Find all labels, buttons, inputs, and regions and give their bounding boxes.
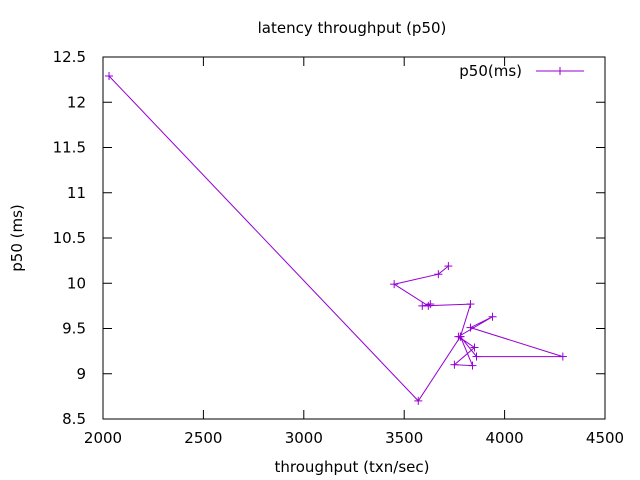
legend-line-sample — [536, 67, 584, 75]
y-tick-label: 11 — [67, 184, 86, 202]
x-axis: 2000 2500 3000 3500 4000 4500 — [84, 57, 624, 447]
y-tick-label: 12 — [67, 93, 86, 111]
y-tick-label: 9.5 — [62, 320, 86, 338]
data-point — [472, 352, 481, 361]
plot-border — [102, 56, 606, 420]
x-tick-label: 2000 — [84, 429, 122, 447]
y-tick-label: 10 — [67, 274, 86, 292]
series-line — [108, 75, 563, 402]
x-tick-label: 2500 — [184, 429, 222, 447]
x-tick-label: 3000 — [285, 429, 323, 447]
x-tick-label: 3500 — [385, 429, 423, 447]
x-axis-label: throughput (txn/sec) — [275, 458, 430, 476]
data-point — [434, 270, 443, 279]
data-point — [424, 301, 433, 310]
data-point — [444, 262, 453, 271]
y-axis-label: p50 (ms) — [8, 204, 26, 272]
data-point — [390, 280, 399, 289]
data-point — [466, 300, 475, 309]
data-point — [426, 300, 435, 309]
data-point — [414, 396, 423, 405]
y-tick-label: 10.5 — [53, 229, 86, 247]
data-point — [488, 312, 497, 321]
data-point — [468, 361, 477, 370]
data-point — [456, 332, 465, 341]
series-layer — [105, 72, 567, 405]
data-point — [558, 352, 567, 361]
data-point — [450, 360, 459, 369]
y-tick-label: 12.5 — [53, 48, 86, 66]
data-point — [105, 72, 114, 81]
y-tick-label: 8.5 — [62, 410, 86, 428]
x-tick-label: 4500 — [586, 429, 624, 447]
chart-title: latency throughput (p50) — [258, 19, 447, 37]
data-point — [466, 323, 475, 332]
legend-label: p50(ms) — [459, 62, 522, 80]
y-tick-label: 9 — [76, 365, 86, 383]
legend: p50(ms) — [459, 62, 584, 80]
data-point — [470, 343, 479, 352]
y-tick-label: 11.5 — [53, 139, 86, 157]
plot-frame — [102, 56, 606, 420]
x-tick-label: 4000 — [486, 429, 524, 447]
y-axis: 8.5 9 9.5 10 10.5 11 11.5 12 12.5 — [53, 48, 605, 428]
